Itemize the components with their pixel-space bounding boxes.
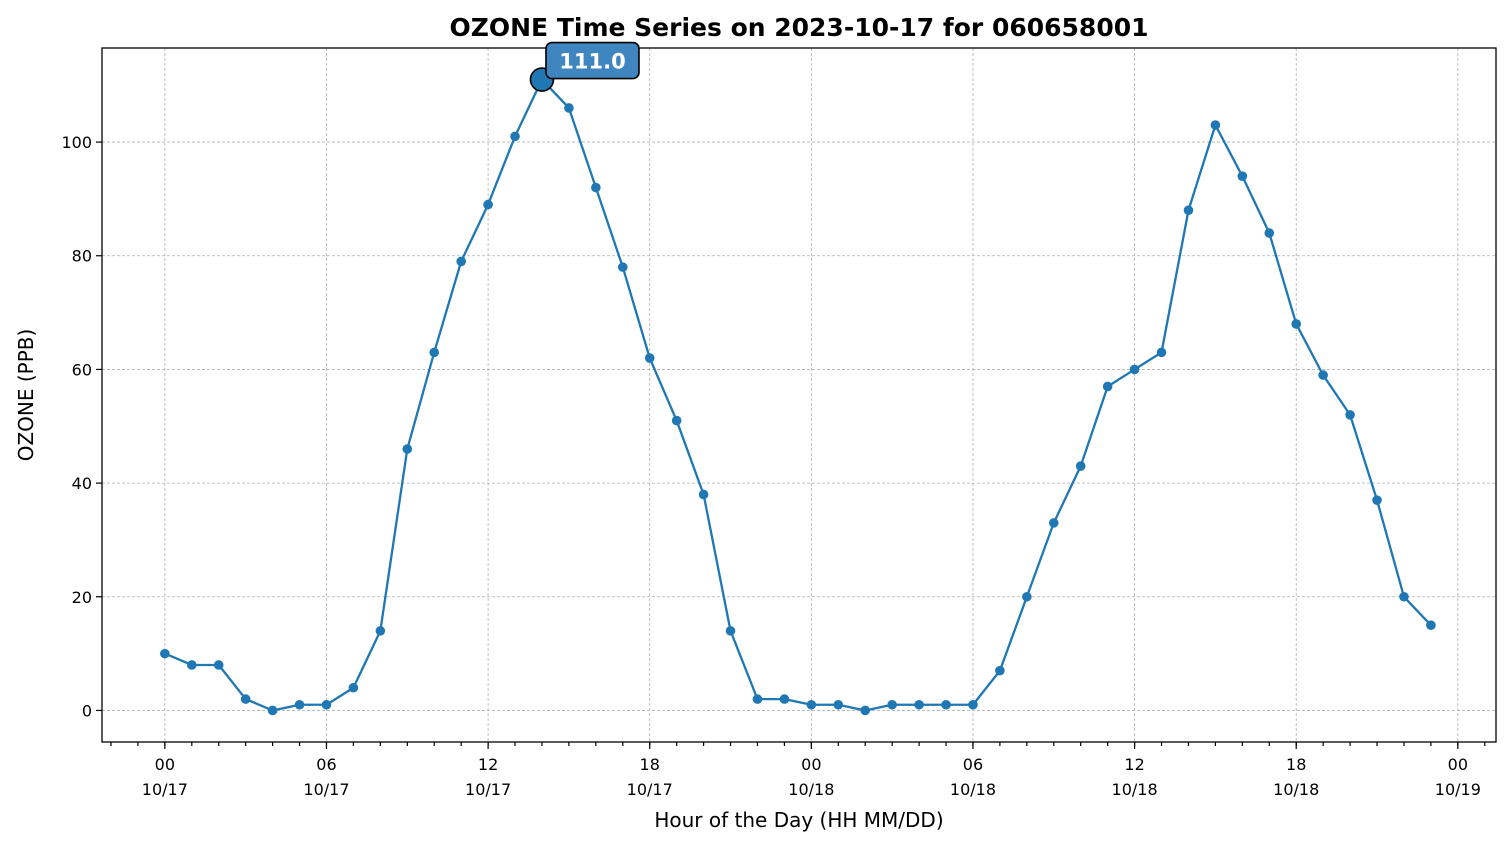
ozone-data-point <box>1129 364 1140 375</box>
ozone-data-point <box>995 665 1005 676</box>
ozone-data-point <box>402 444 413 454</box>
x-tick-label-date: 10/18 <box>1112 780 1158 799</box>
ozone-data-point <box>240 694 251 704</box>
ozone-data-point <box>1264 228 1275 238</box>
ozone-data-point <box>725 626 736 636</box>
ozone-data-point <box>429 347 440 358</box>
x-tick-label-date: 10/18 <box>950 780 996 799</box>
x-tick-label-hour: 06 <box>963 755 983 774</box>
ozone-data-point <box>1075 461 1086 471</box>
ozone-data-point <box>968 699 978 710</box>
ozone-data-point <box>1291 319 1302 329</box>
ozone-data-point <box>1102 381 1113 392</box>
ozone-data-point <box>833 699 844 710</box>
peak-annotation: 111.0 <box>529 41 640 92</box>
ozone-data-point <box>1156 347 1167 358</box>
y-tick-label: 0 <box>82 701 92 720</box>
ozone-data-point <box>456 256 466 267</box>
x-tick-label-hour: 18 <box>1286 755 1306 774</box>
ozone-data-point <box>1048 518 1059 528</box>
ozone-data-point <box>267 705 278 716</box>
ozone-data-point <box>617 262 628 272</box>
ozone-series-line <box>164 78 1432 712</box>
ozone-data-point <box>941 699 951 710</box>
chart-title: OZONE Time Series on 2023-10-17 for 0606… <box>450 13 1149 42</box>
ozone-data-point <box>1426 620 1436 630</box>
x-tick-label-hour: 00 <box>1448 755 1468 774</box>
x-tick-label-hour: 12 <box>1124 755 1144 774</box>
x-tick-label-hour: 18 <box>640 755 660 774</box>
ozone-data-point <box>321 699 332 710</box>
ozone-data-point <box>1210 120 1221 130</box>
ozone-data-point <box>644 353 655 363</box>
ozone-data-point <box>1183 205 1194 216</box>
ozone-data-point <box>698 489 709 500</box>
ozone-data-point <box>914 699 924 710</box>
y-tick-label: 80 <box>72 247 92 266</box>
ozone-data-point <box>160 648 170 659</box>
ozone-data-point <box>887 699 897 710</box>
ozone-data-point <box>671 415 682 426</box>
y-axis-label: OZONE (PPB) <box>14 329 38 462</box>
ozone-data-point <box>348 682 359 693</box>
peak-label-text: 111.0 <box>559 50 625 74</box>
x-tick-label-hour: 12 <box>478 755 498 774</box>
x-tick-label-date: 10/18 <box>788 780 834 799</box>
y-tick-label: 40 <box>72 474 92 493</box>
ozone-data-point <box>375 626 386 636</box>
ozone-data-point <box>752 694 763 704</box>
ozone-data-point <box>1372 495 1382 505</box>
ozone-data-point <box>510 131 520 142</box>
ozone-data-point <box>294 699 305 710</box>
x-tick-label-hour: 00 <box>155 755 175 774</box>
x-tick-label-date: 10/17 <box>627 780 673 799</box>
x-tick-label-date: 10/17 <box>465 780 511 799</box>
ozone-data-point <box>213 660 224 670</box>
ozone-data-point <box>1318 370 1328 380</box>
ozone-data-point <box>1022 591 1032 602</box>
ozone-data-point <box>860 705 871 716</box>
ozone-data-point <box>1237 171 1248 181</box>
axes: 0 20 40 60 80 100 00 10/17 06 10/17 12 10/17 18 10/17… <box>61 133 1486 799</box>
ozone-data-point <box>186 660 197 670</box>
y-tick-label: 60 <box>72 360 92 379</box>
ozone-data-point <box>779 694 790 704</box>
y-tick-label: 100 <box>61 133 92 152</box>
x-axis-label: Hour of the Day (HH MM/DD) <box>654 808 943 832</box>
plot-frame <box>101 47 1497 743</box>
x-tick-label-hour: 00 <box>801 755 821 774</box>
ozone-data-point <box>564 103 574 113</box>
x-tick-label-date: 10/19 <box>1435 780 1481 799</box>
ozone-data-point <box>1399 591 1409 602</box>
x-tick-label-date: 10/17 <box>142 780 188 799</box>
x-tick-label-hour: 06 <box>316 755 336 774</box>
ozone-data-point <box>591 182 601 193</box>
y-tick-label: 20 <box>72 588 92 607</box>
peak-label-box <box>545 41 640 80</box>
grid-lines <box>102 48 1496 742</box>
x-tick-label-date: 10/17 <box>303 780 349 799</box>
ozone-data-point <box>483 199 493 210</box>
ozone-data-point <box>1345 410 1355 420</box>
ozone-data-point <box>806 699 817 710</box>
x-tick-label-date: 10/18 <box>1273 780 1319 799</box>
